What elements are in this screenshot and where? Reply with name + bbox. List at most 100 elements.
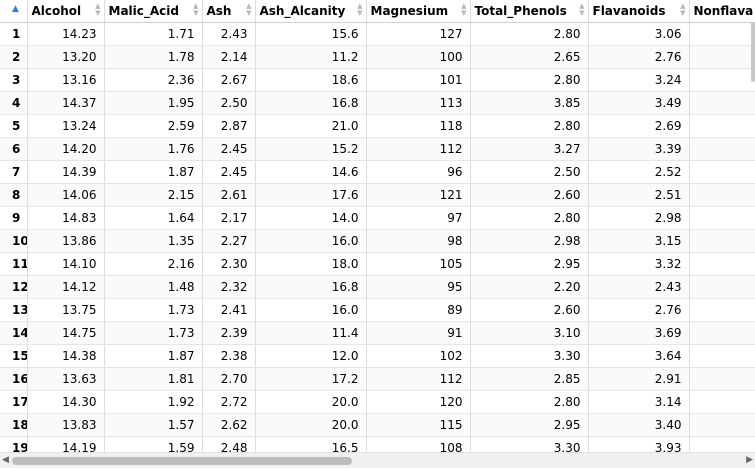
table-row: 5 13.24 2.59 2.87 21.0 118 2.80 2.69 (0, 114, 755, 138)
table-row: 1 14.23 1.71 2.43 15.6 127 2.80 3.06 (0, 22, 755, 46)
table-cell: 2.16 (104, 252, 203, 276)
table-cell: 112 (366, 137, 471, 161)
table-cell: 3.14 (588, 390, 690, 414)
table-cell: 2.59 (104, 114, 203, 138)
vertical-scrollbar[interactable] (751, 22, 755, 82)
horizontal-scrollbar[interactable]: ◀ ▶ (0, 452, 755, 468)
table-cell: 20.0 (255, 413, 367, 437)
table-row: 3 13.16 2.36 2.67 18.6 101 2.80 3.24 (0, 68, 755, 92)
scroll-left-icon[interactable]: ◀ (2, 455, 9, 465)
column-header-ash[interactable]: Ash ▲ ▼ (202, 0, 256, 23)
row-number: 15 (0, 344, 28, 368)
table-cell: 2.98 (588, 206, 690, 230)
table-cell: 2.80 (470, 114, 589, 138)
table-cell: 16.5 (255, 436, 367, 452)
data-grid: ▲ Alcohol ▲ ▼ Malic_Acid ▲ ▼ Ash ▲ ▼ Ash_Alcan… (0, 0, 755, 452)
table-cell: 1.76 (104, 137, 203, 161)
row-number: 9 (0, 206, 28, 230)
table-cell: 2.69 (588, 114, 690, 138)
table-cell: 2.27 (202, 229, 256, 253)
table-cell: 1.35 (104, 229, 203, 253)
table-cell: 2.60 (470, 183, 589, 207)
scroll-right-icon[interactable]: ▶ (746, 455, 753, 465)
table-cell: 98 (366, 229, 471, 253)
table-cell: 1.64 (104, 206, 203, 230)
row-number: 7 (0, 160, 28, 184)
table-cell: 3.69 (588, 321, 690, 345)
table-cell: 2.30 (202, 252, 256, 276)
table-cell: 2.80 (470, 390, 589, 414)
column-header-flavanoids[interactable]: Flavanoids ▲ ▼ (588, 0, 690, 23)
column-header-total-phenols[interactable]: Total_Phenols ▲ ▼ (470, 0, 589, 23)
row-number-header[interactable]: ▲ (0, 0, 28, 23)
table-cell: 15.2 (255, 137, 367, 161)
table-cell: 14.19 (27, 436, 105, 452)
table-cell: 14.12 (27, 275, 105, 299)
table-cell: 2.38 (202, 344, 256, 368)
row-number: 3 (0, 68, 28, 92)
table-cell: 2.70 (202, 367, 256, 391)
column-header-nonflavanoid[interactable]: Nonflava (689, 0, 755, 23)
table-cell: 108 (366, 436, 471, 452)
row-number: 8 (0, 183, 28, 207)
column-header-alcohol[interactable]: Alcohol ▲ ▼ (27, 0, 105, 23)
table-cell: 11.4 (255, 321, 367, 345)
table-cell: 13.83 (27, 413, 105, 437)
table-cell: 118 (366, 114, 471, 138)
table-cell: 2.52 (588, 160, 690, 184)
table-row: 7 14.39 1.87 2.45 14.6 96 2.50 2.52 (0, 160, 755, 184)
sort-ascending-icon: ▲ (12, 4, 19, 14)
table-cell: 2.85 (470, 367, 589, 391)
column-header-malic-acid[interactable]: Malic_Acid ▲ ▼ (104, 0, 203, 23)
table-cell: 3.85 (470, 91, 589, 115)
table-cell: 97 (366, 206, 471, 230)
table-cell: 16.8 (255, 91, 367, 115)
table-cell: 101 (366, 68, 471, 92)
data-table: ▲ Alcohol ▲ ▼ Malic_Acid ▲ ▼ Ash ▲ ▼ Ash_Alcan… (0, 0, 755, 452)
table-cell: 91 (366, 321, 471, 345)
table-cell: 11.2 (255, 45, 367, 69)
table-cell: 105 (366, 252, 471, 276)
row-number: 19 (0, 436, 28, 452)
table-cell: 2.32 (202, 275, 256, 299)
table-cell: 3.40 (588, 413, 690, 437)
table-cell: 3.49 (588, 91, 690, 115)
column-header-ash-alcanity[interactable]: Ash_Alcanity ▲ ▼ (255, 0, 367, 23)
horizontal-scroll-thumb[interactable] (12, 457, 352, 465)
table-cell: 2.76 (588, 45, 690, 69)
table-cell: 3.64 (588, 344, 690, 368)
table-cell: 2.65 (470, 45, 589, 69)
table-cell: 2.87 (202, 114, 256, 138)
column-header-magnesium[interactable]: Magnesium ▲ ▼ (366, 0, 471, 23)
sort-icon: ▲ ▼ (95, 2, 101, 17)
sort-icon: ▲ ▼ (357, 2, 363, 17)
table-cell: 3.30 (470, 436, 589, 452)
table-cell: 3.10 (470, 321, 589, 345)
table-cell: 2.39 (202, 321, 256, 345)
table-cell: 1.57 (104, 413, 203, 437)
table-cell (689, 275, 755, 299)
table-cell: 13.63 (27, 367, 105, 391)
table-cell: 113 (366, 91, 471, 115)
sort-icon: ▲ ▼ (246, 2, 252, 17)
table-cell: 14.75 (27, 321, 105, 345)
table-cell: 14.30 (27, 390, 105, 414)
table-cell: 2.45 (202, 137, 256, 161)
table-cell: 100 (366, 45, 471, 69)
table-cell: 1.78 (104, 45, 203, 69)
table-cell: 102 (366, 344, 471, 368)
table-row: 8 14.06 2.15 2.61 17.6 121 2.60 2.51 (0, 183, 755, 207)
table-cell: 2.45 (202, 160, 256, 184)
table-cell: 2.41 (202, 298, 256, 322)
table-cell (689, 229, 755, 253)
table-cell: 20.0 (255, 390, 367, 414)
table-cell: 3.93 (588, 436, 690, 452)
table-cell: 16.0 (255, 298, 367, 322)
table-cell: 121 (366, 183, 471, 207)
row-number: 1 (0, 22, 28, 46)
table-cell: 21.0 (255, 114, 367, 138)
